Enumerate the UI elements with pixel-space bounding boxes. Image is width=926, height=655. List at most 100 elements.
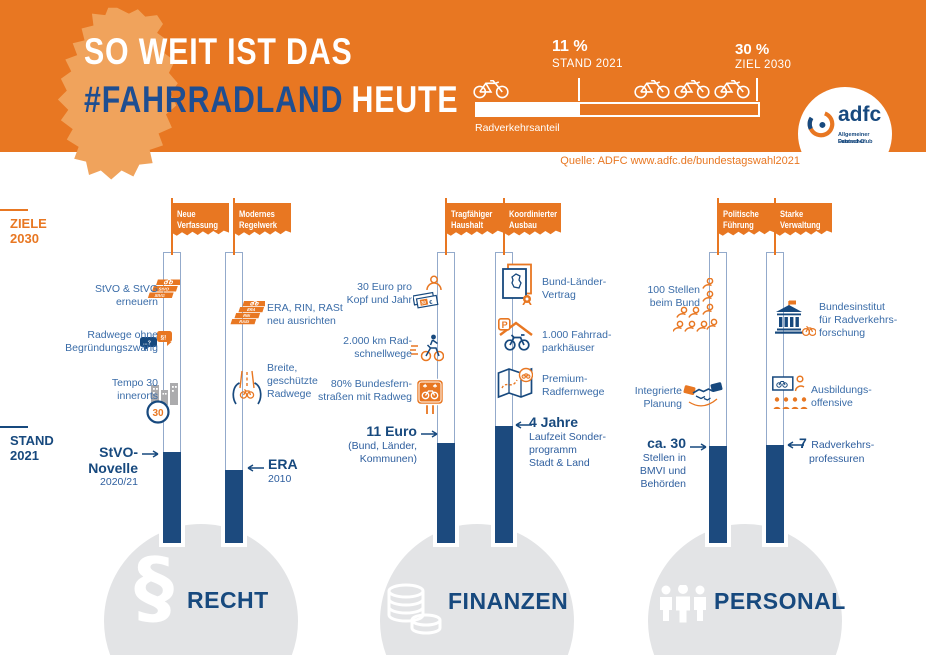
bike-parking-icon: P	[498, 318, 533, 351]
tempo30-icon: 30	[146, 383, 178, 424]
arrow-left-icon	[515, 421, 532, 429]
fast-cyclist-icon	[410, 334, 444, 362]
paragraph-icon: §	[134, 541, 174, 634]
svg-text:30: 30	[152, 408, 164, 419]
item-radschnellwege: 2.000 km Rad- schnellwege	[343, 335, 412, 360]
protected-bikelane-icon	[232, 370, 262, 405]
item-breite-geschuetzte-radwege: Breite, geschützte Radwege	[267, 362, 318, 400]
status-callout-11-euro: 11 Euro (Bund, Länder, Kommunen)	[348, 423, 417, 465]
stvo-books-icon: StVG StVO	[147, 279, 180, 298]
stand-label-line1: STAND	[10, 433, 54, 448]
institute-building-icon	[775, 300, 816, 337]
ziele-label-line1: ZIELE	[10, 216, 47, 231]
title-hashtag: #FAHRRADLAND	[84, 79, 344, 120]
item-era-rin-rast: ERA, RIN, RASt neu ausrichten	[267, 302, 343, 327]
fill-level	[162, 452, 181, 544]
category-label-finanzen: FINANZEN	[448, 588, 569, 614]
arrow-right-icon	[421, 430, 438, 438]
logo-subline2: Fahrrad-Club	[838, 139, 873, 145]
svg-text:§!: §!	[161, 335, 167, 342]
page-title-line2: #FAHRRADLAND HEUTE	[84, 79, 458, 121]
modal-share-progress-bar	[475, 102, 760, 117]
fill-level	[224, 469, 243, 544]
arrow-right-icon	[690, 443, 707, 451]
germany-map-silhouette	[57, 7, 178, 180]
coins-icon	[387, 583, 442, 635]
status-callout-4-jahre: 4 Jahre Laufzeit Sonder- programm Stadt …	[529, 414, 607, 469]
progress-current-value: 11 %	[552, 38, 588, 55]
svg-text:StVO: StVO	[158, 287, 170, 292]
training-icon	[772, 375, 808, 409]
ziele-rule	[0, 209, 28, 211]
bike-icon	[473, 79, 509, 99]
era-books-icon: RASt RIN ERA	[230, 300, 265, 325]
flag-politische-fuehrung: Politische Führung	[717, 203, 775, 236]
progress-target-label: ZIEL 2030	[735, 59, 792, 71]
flag-modernes-regelwerk: Modernes Regelwerk	[233, 203, 291, 236]
status-callout-ca-30-stellen: ca. 30 Stellen in BMVI und Behörden	[639, 435, 686, 490]
stand-rule	[0, 426, 28, 428]
item-ausbildungsoffensive: Ausbildungs- offensive	[811, 384, 872, 409]
progress-tick-current	[578, 78, 580, 101]
flag-koordinierter-ausbau: Koordinierter Ausbau	[503, 203, 561, 236]
svg-text:StVG: StVG	[154, 293, 166, 298]
people-cluster-icon	[673, 278, 718, 332]
bike-icon	[714, 79, 750, 99]
item-integrierte-planung: Integrierte Planung	[634, 385, 682, 410]
contract-document-icon	[502, 263, 532, 305]
status-callout-professuren: 7 Radverkehrs- professuren	[799, 435, 875, 465]
logo-brand: adfc	[838, 103, 882, 126]
item-fahrradparkhaeuser: 1.000 Fahrrad- parkhäuser	[542, 329, 612, 354]
item-bund-laender-vertrag: Bund-Länder- Vertrag	[542, 276, 607, 301]
title-rest: HEUTE	[351, 79, 459, 120]
status-callout-stvo-novelle: StVO- Novelle 2020/21	[88, 444, 138, 488]
item-premium-radfernwege: Premium- Radfernwege	[542, 373, 605, 398]
people-icon	[660, 585, 706, 623]
svg-text:RIN: RIN	[242, 313, 250, 318]
bike-icon	[634, 79, 670, 99]
thermometer-tragfaehiger-haushalt	[436, 252, 455, 544]
fill-level	[436, 443, 455, 544]
item-stvo-stvg: StVO & StVG erneuern	[94, 283, 158, 308]
item-30-euro-pro-kopf: 30 Euro pro Kopf und Jahr	[346, 281, 412, 306]
item-bundesfernstrassen: 80% Bundesfern- straßen mit Radweg	[318, 378, 412, 403]
ziele-label-line2: 2030	[10, 231, 39, 246]
adfc-ring-icon	[807, 110, 835, 138]
adfc-logo: adfc Allgemeiner Deutscher Fahrrad-Club	[798, 87, 892, 181]
progress-tick-target	[756, 78, 758, 101]
flag-neue-verfassung: Neue Verfassung	[171, 203, 229, 236]
svg-text:RASt: RASt	[239, 319, 251, 324]
item-tempo-30: Tempo 30 innerorts	[111, 377, 158, 402]
item-bundesinstitut: Bundesinstitut für Radverkehrs- forschun…	[819, 301, 898, 339]
fill-level	[708, 446, 727, 544]
progress-current-label: STAND 2021	[552, 58, 623, 70]
svg-text:€: €	[429, 300, 433, 306]
arrow-left-icon	[247, 464, 264, 472]
stand-label-line2: 2021	[10, 448, 39, 463]
logo-subline1: Allgemeiner Deutscher	[838, 132, 870, 145]
progress-target-value: 30 %	[735, 41, 770, 58]
fill-level	[765, 444, 784, 544]
bike-road-sign-icon	[415, 378, 445, 414]
handshake-icon	[683, 382, 723, 407]
arrow-left-icon	[787, 441, 804, 449]
svg-text:ERA: ERA	[246, 307, 256, 312]
category-label-personal: PERSONAL	[714, 588, 846, 614]
item-100-stellen: 100 Stellen beim Bund	[647, 284, 700, 309]
status-callout-era-2010: ERA 2010	[268, 456, 298, 485]
arrow-right-icon	[142, 450, 159, 458]
route-map-icon	[497, 367, 533, 399]
item-radwege-ohne-begruendungszwang: Radwege ohne Begründungszwang	[65, 329, 158, 354]
progress-axis-label: Radverkehrsanteil	[475, 122, 560, 134]
svg-text:30: 30	[421, 300, 427, 306]
svg-text:P: P	[502, 320, 508, 330]
flag-starke-verwaltung: Starke Verwaltung	[774, 203, 832, 236]
bike-icon	[674, 79, 710, 99]
page-title-line1: SO WEIT IST DAS	[84, 31, 353, 72]
source-note: Quelle: ADFC www.adfc.de/bundestagswahl2…	[560, 155, 800, 167]
per-capita-money-icon: 30 €	[413, 275, 442, 309]
fill-level	[494, 426, 513, 544]
svg-text:...?: ...?	[143, 341, 152, 347]
category-label-recht: RECHT	[187, 587, 269, 613]
